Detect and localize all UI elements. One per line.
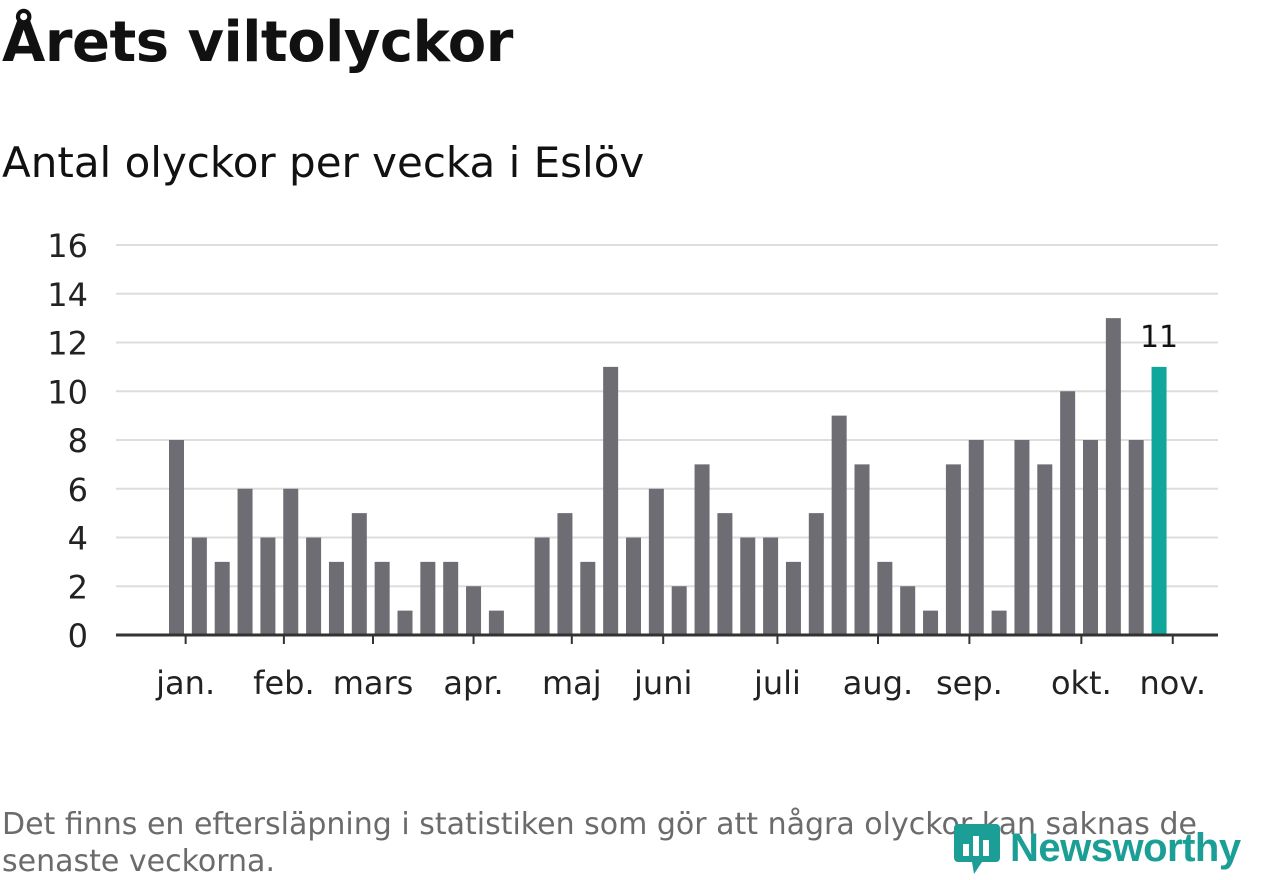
- x-tick-label: feb.: [253, 664, 314, 702]
- bar: [626, 537, 641, 635]
- y-axis-ticks: 0 2 4 6 8 10 12 14 16: [47, 227, 88, 655]
- data-labels: 11: [1140, 320, 1178, 355]
- bar: [580, 561, 596, 635]
- data-label-latest: 11: [1140, 320, 1178, 355]
- x-tick-label: juli: [753, 664, 801, 702]
- x-tick-label: mars: [333, 664, 414, 702]
- x-axis-ticks: jan. feb. mars apr. maj juni juli aug. sep. okt. n…: [155, 635, 1206, 702]
- x-tick-label: sep.: [936, 664, 1003, 702]
- y-tick-label: 10: [47, 373, 88, 411]
- bar: [854, 464, 870, 635]
- x-tick-label: nov.: [1140, 664, 1206, 702]
- bar: [1128, 440, 1144, 635]
- bar: [694, 464, 710, 635]
- x-tick-label: apr.: [443, 664, 503, 702]
- bar: [1060, 391, 1076, 635]
- bar: [374, 561, 390, 635]
- bars: [169, 318, 1167, 635]
- bar: [306, 537, 322, 635]
- bar: [740, 537, 756, 635]
- bar: [260, 537, 276, 635]
- bar: [808, 513, 824, 635]
- bar: [671, 586, 687, 635]
- bar: [191, 537, 207, 635]
- logo-text: Newsworthy: [1010, 825, 1241, 870]
- y-tick-label: 8: [68, 422, 88, 460]
- x-tick-label: juni: [633, 664, 692, 702]
- y-tick-label: 16: [47, 227, 88, 265]
- bar: [831, 415, 847, 635]
- bar: [648, 488, 664, 635]
- y-tick-label: 2: [68, 568, 88, 606]
- y-tick-label: 4: [68, 520, 88, 558]
- bar: [991, 610, 1007, 635]
- bar: [466, 586, 482, 635]
- gridlines: [116, 244, 1218, 588]
- newsworthy-logo-icon: [954, 824, 1000, 874]
- bar: [328, 561, 344, 635]
- bar: [1037, 464, 1053, 635]
- x-tick-label: maj: [542, 664, 602, 702]
- bar: [443, 561, 459, 635]
- bar: [283, 488, 299, 635]
- bar: [488, 610, 504, 635]
- bar: [945, 464, 961, 635]
- bar: [214, 561, 230, 635]
- newsworthy-logo[interactable]: Newsworthy: [952, 818, 1241, 878]
- bar: [237, 488, 253, 635]
- chart-subtitle: Antal olyckor per vecka i Eslöv: [2, 138, 645, 187]
- bar: [420, 561, 436, 635]
- y-tick-label: 0: [68, 617, 88, 655]
- y-tick-label: 12: [47, 325, 88, 363]
- bar: [968, 440, 984, 635]
- bar-highlighted: [1151, 366, 1167, 635]
- bar: [717, 513, 733, 635]
- bar: [923, 610, 939, 635]
- y-tick-label: 14: [47, 276, 88, 314]
- bar: [1083, 440, 1098, 635]
- x-tick-label: okt.: [1051, 664, 1112, 702]
- bar: [877, 561, 893, 635]
- bar: [1105, 318, 1121, 635]
- bar: [169, 440, 184, 635]
- bar: [1014, 440, 1030, 635]
- y-tick-label: 6: [68, 471, 88, 509]
- bar: [351, 513, 367, 635]
- bar: [557, 513, 573, 635]
- x-tick-label: jan.: [155, 664, 215, 702]
- bar: [534, 537, 550, 635]
- bar: [785, 561, 801, 635]
- bar: [763, 537, 779, 635]
- bar: [603, 366, 619, 635]
- bar: [397, 610, 413, 635]
- chart-title: Årets viltolyckor: [2, 10, 513, 75]
- bar: [900, 586, 916, 635]
- x-tick-label: aug.: [843, 664, 913, 702]
